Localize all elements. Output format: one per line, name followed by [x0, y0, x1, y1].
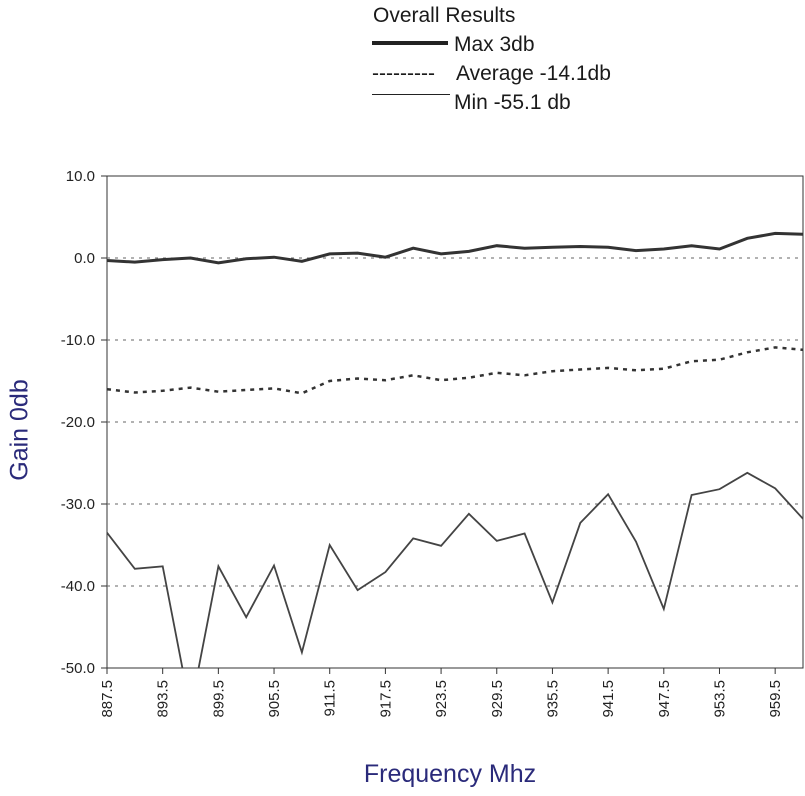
- x-tick-label: 899.5: [210, 680, 227, 718]
- y-tick-label: -20.0: [61, 414, 95, 431]
- legend-swatch-min: [372, 94, 450, 95]
- x-tick-label: 923.5: [433, 680, 450, 718]
- x-tick-label: 953.5: [711, 680, 728, 718]
- x-tick-label: 941.5: [600, 680, 617, 718]
- series-line-average: [107, 346, 803, 395]
- y-tick-label: 10.0: [66, 168, 95, 185]
- x-tick-label: 947.5: [656, 680, 673, 718]
- legend-swatch-max: [372, 41, 448, 45]
- legend-title: Overall Results: [373, 4, 516, 27]
- legend-label-min: Min -55.1 db: [454, 91, 571, 114]
- y-axis-title-container: Gain 0db: [0, 330, 40, 530]
- x-tick-label: 959.5: [767, 680, 784, 718]
- x-tick-label: 911.5: [322, 680, 339, 716]
- x-tick-label: 917.5: [377, 680, 394, 718]
- y-tick-label: 0.0: [74, 250, 95, 267]
- y-tick-label: -40.0: [61, 578, 95, 595]
- x-tick-label: 905.5: [266, 680, 283, 718]
- y-axis-title: Gain 0db: [5, 379, 34, 481]
- series-line-min: [107, 471, 803, 668]
- legend-label-average: Average -14.1db: [456, 62, 611, 85]
- y-tick-label: -10.0: [61, 332, 95, 349]
- x-tick-label: 887.5: [99, 680, 116, 718]
- x-tick-label: 935.5: [544, 680, 561, 718]
- x-tick-label: 893.5: [155, 680, 172, 718]
- y-tick-label: -30.0: [61, 496, 95, 513]
- y-tick-label: -50.0: [61, 660, 95, 677]
- legend-label-max: Max 3db: [454, 33, 535, 56]
- legend-swatch-average: ---------: [372, 62, 435, 85]
- chart-legend: Overall Results Max 3db --------- Averag…: [0, 0, 805, 130]
- x-tick-label: 929.5: [489, 680, 506, 718]
- series-line-max: [107, 231, 803, 265]
- x-axis-title: Frequency Mhz: [363, 760, 537, 788]
